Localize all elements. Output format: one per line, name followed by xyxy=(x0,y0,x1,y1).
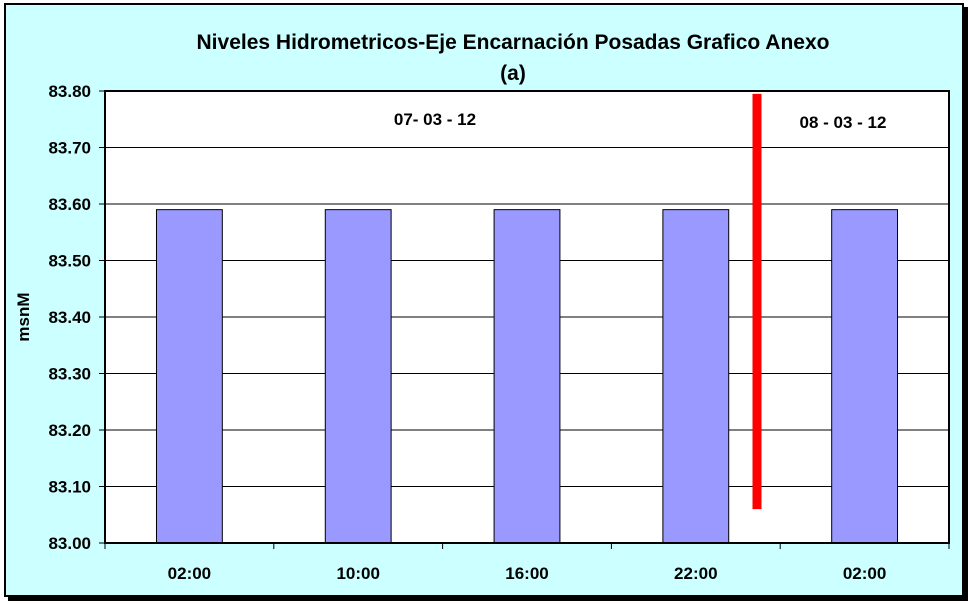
bar xyxy=(831,209,899,544)
y-tick-label: 83.10 xyxy=(48,478,91,497)
date-annotation-2: 08 - 03 - 12 xyxy=(800,113,887,132)
bar xyxy=(155,209,223,544)
chart-title: Niveles Hidrometricos-Eje Encarnación Po… xyxy=(197,31,830,54)
x-tick-label: 16:00 xyxy=(505,564,548,583)
x-tick-label: 10:00 xyxy=(336,564,379,583)
y-axis-label: msnM xyxy=(14,292,33,341)
y-tick-label: 83.80 xyxy=(48,82,91,101)
x-tick-label: 02:00 xyxy=(843,564,886,583)
x-tick-label: 02:00 xyxy=(168,564,211,583)
y-tick-label: 83.40 xyxy=(48,308,91,327)
y-tick-label: 83.30 xyxy=(48,365,91,384)
y-tick-label: 83.00 xyxy=(48,534,91,553)
bar xyxy=(324,209,392,544)
y-tick-label: 83.50 xyxy=(48,252,91,271)
chart-subtitle: (a) xyxy=(500,62,526,85)
date-annotation-1: 07- 03 - 12 xyxy=(394,110,476,129)
y-tick-label: 83.70 xyxy=(48,139,91,158)
y-tick-label: 83.20 xyxy=(48,421,91,440)
x-tick-label: 22:00 xyxy=(674,564,717,583)
bar xyxy=(493,209,561,544)
bar xyxy=(662,209,730,544)
plot-border xyxy=(104,90,950,544)
y-tick-label: 83.60 xyxy=(48,195,91,214)
